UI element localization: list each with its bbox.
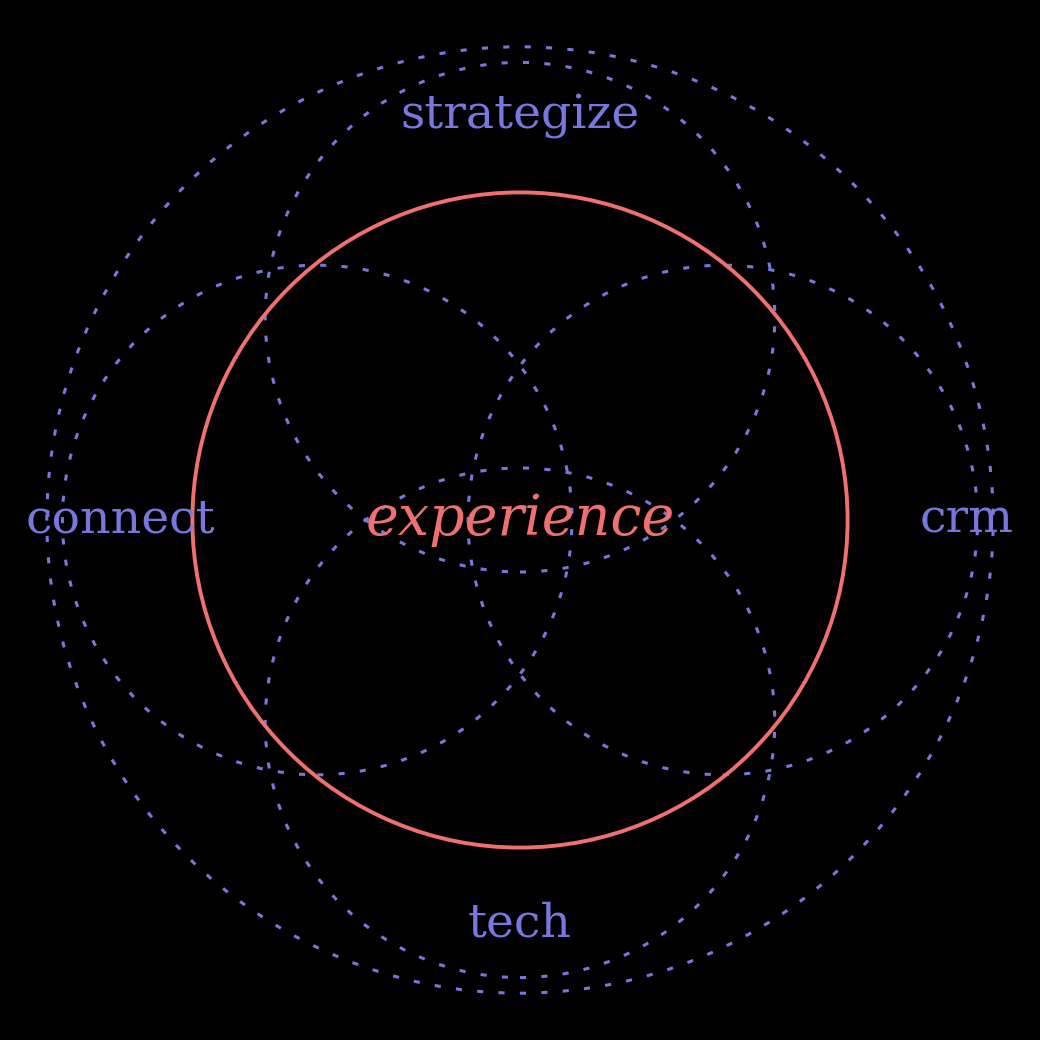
Text: crm: crm <box>920 497 1014 543</box>
Text: connect: connect <box>26 497 215 543</box>
Text: experience: experience <box>365 493 675 547</box>
Text: tech: tech <box>468 901 572 946</box>
Text: strategize: strategize <box>400 94 640 139</box>
